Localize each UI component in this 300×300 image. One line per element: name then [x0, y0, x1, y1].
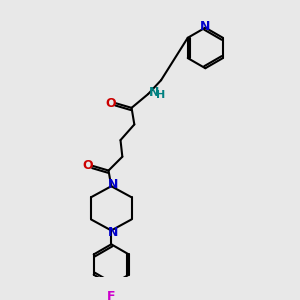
- Text: F: F: [107, 290, 116, 300]
- Text: O: O: [105, 97, 116, 110]
- Text: N: N: [108, 226, 118, 239]
- Text: N: N: [148, 86, 159, 99]
- Text: N: N: [108, 178, 118, 191]
- Text: O: O: [82, 159, 93, 172]
- Text: N: N: [200, 20, 211, 33]
- Text: H: H: [156, 90, 166, 100]
